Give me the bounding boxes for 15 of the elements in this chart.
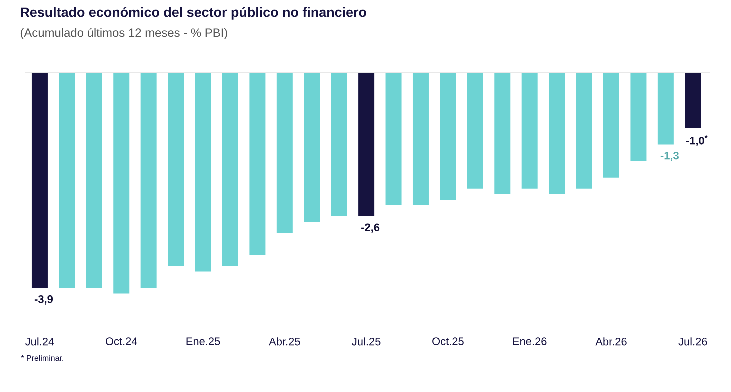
x-tick-label: Abr.26	[596, 338, 627, 346]
data-label: -2,6	[362, 224, 380, 234]
x-tick-label: Abr.25	[269, 338, 300, 346]
x-tick-label: Oct.25	[432, 338, 464, 346]
chart-title: Resultado económico del sector público no financiero	[21, 7, 366, 20]
x-tick-label: Jul.26	[678, 338, 708, 346]
data-label: -1,0$^{*}$	[686, 135, 708, 146]
data-label: -3,9	[34, 295, 54, 305]
x-tick-label: Oct.24	[106, 338, 138, 346]
data-label: -1,3	[660, 152, 679, 162]
x-tick-label: Jul.25	[352, 338, 381, 346]
chart-subtitle: (Acumulado últimos 12 meses - % PBI)	[20, 28, 228, 40]
x-tick-label: Ene.26	[513, 338, 547, 346]
x-tick-label: Ene.25	[186, 338, 220, 346]
x-tick-label: Jul.24	[26, 338, 54, 346]
